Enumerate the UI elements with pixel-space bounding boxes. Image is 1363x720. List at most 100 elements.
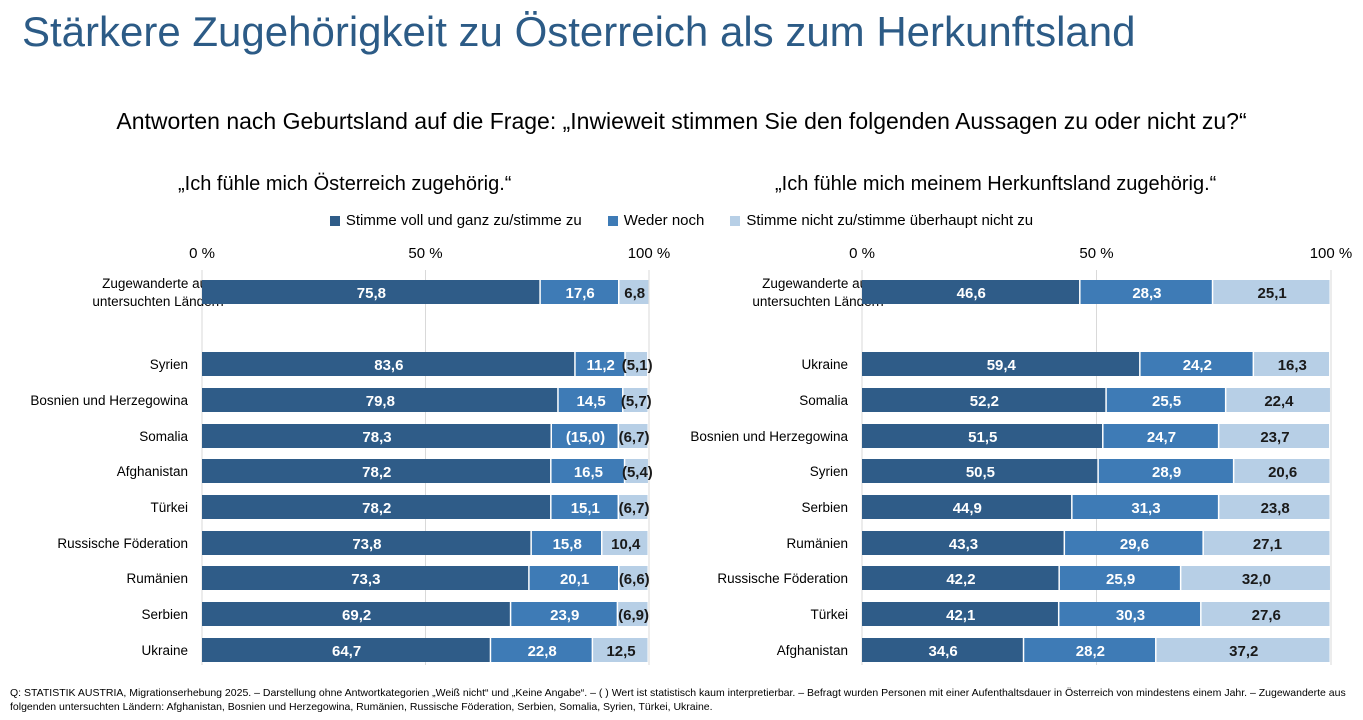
category-label: Zugewanderte aus	[102, 276, 214, 291]
category-label: Bosnien und Herzegowina	[30, 393, 188, 408]
tick-label: 50 %	[408, 245, 442, 262]
bar-segment	[540, 280, 618, 304]
category-label: Ukraine	[801, 357, 848, 372]
bar-segment	[862, 459, 1098, 483]
data-label: 83,6	[374, 357, 403, 374]
bar-segment	[1140, 352, 1253, 376]
bar-segment	[1065, 531, 1203, 555]
category-label: Russische Föderation	[717, 571, 848, 586]
category-label: Rumänien	[786, 536, 848, 551]
data-label: 6,8	[624, 285, 645, 302]
tick-label: 0 %	[189, 245, 215, 262]
bar-segment	[1072, 495, 1218, 519]
category-label: untersuchten Ländern	[92, 294, 223, 309]
data-label: 20,1	[560, 571, 589, 588]
data-label: 52,2	[970, 393, 999, 410]
data-label: 64,7	[332, 643, 361, 660]
tick-label: 0 %	[849, 245, 875, 262]
data-label: 17,6	[566, 285, 595, 302]
bar-segment	[1059, 602, 1201, 626]
bar-segment	[862, 495, 1072, 519]
legend: Stimme voll und ganz zu/stimme zu Weder …	[0, 212, 1363, 229]
data-label: 29,6	[1120, 536, 1149, 553]
bar-segment	[1234, 459, 1330, 483]
data-label: (15,0)	[566, 429, 605, 446]
data-label: 50,5	[966, 464, 995, 481]
data-label: 78,2	[362, 500, 391, 517]
data-label: (5,7)	[621, 393, 652, 410]
data-label: 10,4	[611, 536, 641, 553]
bar-segment	[1254, 352, 1330, 376]
bar-segment	[1156, 638, 1330, 662]
data-label: 46,6	[957, 285, 986, 302]
bar-segment	[625, 459, 648, 483]
bar-segment	[619, 424, 648, 448]
bar-segment	[202, 459, 551, 483]
bar-segment	[1098, 459, 1233, 483]
data-label: 25,5	[1152, 393, 1181, 410]
category-label: Syrien	[150, 357, 188, 372]
data-label: 23,8	[1261, 500, 1290, 517]
data-label: 78,3	[362, 429, 391, 446]
right-chart-title: „Ich fühle mich meinem Herkunftsland zug…	[775, 173, 1217, 195]
data-label: 42,2	[946, 571, 975, 588]
legend-item-agree: Stimme voll und ganz zu/stimme zu	[329, 212, 582, 229]
bar-segment	[602, 531, 648, 555]
data-label: 15,8	[553, 536, 582, 553]
bar-segment	[575, 352, 625, 376]
data-label: 59,4	[987, 357, 1017, 374]
data-label: 73,3	[351, 571, 380, 588]
data-label: 43,3	[949, 536, 978, 553]
bar-segment	[1103, 424, 1218, 448]
data-label: 79,8	[366, 393, 395, 410]
data-label: 42,1	[946, 607, 975, 624]
data-label: 22,8	[528, 643, 557, 660]
legend-item-neutral: Weder noch	[607, 212, 704, 229]
legend-swatch	[607, 215, 618, 226]
category-label: Russische Föderation	[57, 536, 188, 551]
category-label: Türkei	[150, 500, 188, 515]
data-label: 15,1	[571, 500, 600, 517]
category-label: Afghanistan	[117, 464, 188, 479]
left-chart-title: „Ich fühle mich Österreich zugehörig.“	[178, 173, 512, 195]
bar-segment	[1201, 602, 1330, 626]
data-label: 11,2	[587, 357, 615, 374]
bar-segment	[202, 602, 510, 626]
bar-segment	[551, 459, 624, 483]
category-label: Serbien	[801, 500, 848, 515]
bar-segment	[1213, 280, 1330, 304]
tick-label: 50 %	[1079, 245, 1113, 262]
page-title: Stärkere Zugehörigkeit zu Österreich als…	[22, 8, 1136, 55]
bar-segment	[625, 352, 648, 376]
bar-segment	[1219, 495, 1330, 519]
bar-segment	[558, 388, 623, 412]
bar-segment	[202, 388, 558, 412]
data-label: (6,7)	[619, 500, 650, 517]
data-label: 28,9	[1152, 464, 1181, 481]
data-label: 25,1	[1258, 285, 1287, 302]
bar-segment	[202, 495, 551, 519]
category-label: Türkei	[810, 607, 848, 622]
category-label: Somalia	[139, 429, 188, 444]
footnote: Q: STATISTIK AUSTRIA, Migrationserhebung…	[10, 687, 1346, 713]
bar-segment	[862, 280, 1080, 304]
data-label: 32,0	[1242, 571, 1271, 588]
bar-segment	[1226, 388, 1330, 412]
bar-segment	[1024, 638, 1156, 662]
category-label: untersuchten Ländern	[752, 294, 883, 309]
data-label: (5,1)	[622, 357, 653, 374]
data-label: (6,7)	[619, 429, 650, 446]
data-label: 51,5	[968, 429, 997, 446]
bar-segment	[491, 638, 592, 662]
bar-segment	[862, 566, 1059, 590]
bar-segment	[862, 531, 1064, 555]
bar-segment	[1181, 566, 1330, 590]
category-label: Syrien	[810, 464, 848, 479]
data-label: 16,5	[574, 464, 603, 481]
bar-segment	[1059, 566, 1180, 590]
data-label: 23,9	[550, 607, 579, 624]
data-label: 69,2	[342, 607, 371, 624]
bar-segment	[862, 388, 1106, 412]
bar-segment	[202, 566, 529, 590]
data-label: 73,8	[352, 536, 381, 553]
